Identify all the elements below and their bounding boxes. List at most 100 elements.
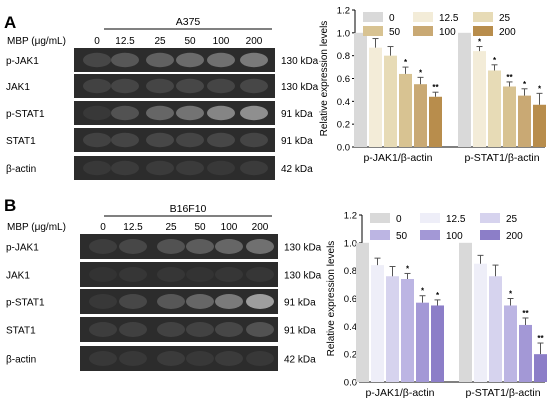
concentration-label-b-1: 12.5: [123, 222, 143, 233]
bar: [474, 263, 487, 382]
blot-band: [240, 132, 268, 148]
blot-band: [89, 239, 117, 254]
y-tick-label: 0.8: [344, 266, 357, 277]
bar: [458, 32, 471, 148]
significance-mark: **: [537, 334, 544, 343]
cell-line-label-a: A375: [176, 16, 201, 28]
blot-band: [111, 160, 139, 176]
significance-mark: **: [522, 309, 529, 318]
blot-band: [246, 322, 274, 337]
cell-line-label-b: B16F10: [170, 203, 207, 215]
legend-swatch: [363, 26, 383, 36]
y-tick-label: 0.2: [344, 350, 357, 361]
legend-swatch: [420, 213, 440, 223]
blot-band: [111, 105, 139, 121]
concentration-label-b-3: 50: [194, 222, 206, 233]
bar: [369, 47, 382, 147]
blot-band: [111, 52, 139, 68]
x-category-label: p-JAK1/β-actin: [365, 387, 434, 399]
blot-row-b-3: STAT1 91 kDa: [6, 317, 316, 342]
concentration-labels-a: 0 12.5 25 50 100 200: [94, 36, 263, 47]
blot-band: [89, 294, 117, 309]
concentration-label-b-2: 25: [165, 222, 177, 233]
blot-band: [119, 267, 147, 282]
blot-panel-a: A A375 MBP (μg/mL) 0 12.5 25 50 100 200 …: [4, 13, 319, 180]
concentration-label-a-3: 50: [184, 36, 196, 47]
blot-band: [89, 351, 117, 366]
blot-row-b-4: β-actin 42 kDa: [6, 346, 316, 371]
kda-label: 91 kDa: [284, 298, 316, 309]
blot-band: [176, 132, 204, 148]
significance-mark: *: [478, 38, 482, 47]
y-tick-label: 0.6: [344, 294, 357, 305]
protein-label: STAT1: [6, 326, 36, 337]
legend-label: 50: [396, 231, 408, 242]
blot-band: [146, 105, 174, 121]
bar: [518, 95, 531, 147]
kda-label: 42 kDa: [284, 355, 316, 366]
blot-band: [157, 239, 185, 254]
legend-label: 200: [506, 231, 523, 242]
blot-band: [215, 322, 243, 337]
blot-band: [146, 160, 174, 176]
blot-row-b-0: p-JAK1 130 kDa: [6, 234, 322, 259]
y-axis-label: Relative expression levels: [326, 241, 337, 357]
kda-label: 42 kDa: [281, 164, 313, 175]
legend-swatch: [370, 213, 390, 223]
blot-band: [157, 351, 185, 366]
concentration-label-a-0: 0: [94, 36, 100, 47]
bar: [414, 84, 427, 147]
blot-band: [240, 105, 268, 121]
legend-label: 12.5: [446, 214, 466, 225]
bar: [431, 305, 444, 382]
x-category-label: p-STAT1/β-actin: [465, 387, 540, 399]
blot-band: [207, 52, 235, 68]
legend-label: 25: [499, 13, 511, 24]
y-tick-label: 0.4: [344, 322, 357, 333]
blot-band: [207, 132, 235, 148]
concentration-label-b-5: 200: [252, 222, 269, 233]
significance-mark: *: [538, 84, 542, 93]
blot-band: [246, 351, 274, 366]
protein-label: p-JAK1: [6, 243, 39, 254]
blot-band: [246, 294, 274, 309]
bar: [429, 96, 442, 147]
legend-swatch: [420, 230, 440, 240]
bar: [534, 354, 547, 382]
protein-label: p-STAT1: [6, 298, 45, 309]
blot-band: [240, 160, 268, 176]
blot-band: [207, 160, 235, 176]
bar: [473, 51, 486, 147]
kda-label: 130 kDa: [281, 82, 319, 93]
bar: [459, 242, 472, 382]
blot-row-b-1: JAK1 130 kDa: [6, 262, 322, 287]
y-tick-label: 1.0: [337, 28, 350, 39]
protein-label: β-actin: [6, 164, 36, 175]
blot-row-a-3: STAT1 91 kDa: [6, 128, 313, 152]
blot-band: [240, 78, 268, 94]
bar: [503, 86, 516, 147]
bar: [384, 55, 397, 147]
blot-panel-b: B B16F10 MBP (μg/mL) 0 12.5 25 50 100 20…: [4, 196, 322, 371]
y-tick-label: 0.6: [337, 74, 350, 85]
blot-band: [83, 160, 111, 176]
legend-label: 0: [389, 13, 395, 24]
panel-letter-a: A: [4, 13, 16, 32]
bar: [533, 104, 546, 147]
legend-swatch: [480, 213, 500, 223]
y-axis-label: Relative expression levels: [319, 21, 330, 137]
significance-mark: *: [493, 56, 497, 65]
blot-band: [186, 351, 214, 366]
legend-swatch: [370, 230, 390, 240]
blot-band: [146, 78, 174, 94]
blot-band: [176, 105, 204, 121]
protein-label: STAT1: [6, 136, 36, 147]
legend-swatch: [413, 26, 433, 36]
kda-label: 130 kDa: [284, 243, 322, 254]
blot-band: [215, 294, 243, 309]
legend-label: 25: [506, 214, 518, 225]
y-tick-label: 0.0: [344, 378, 357, 389]
significance-mark: *: [523, 80, 527, 89]
blot-row-a-4: β-actin 42 kDa: [6, 156, 313, 180]
